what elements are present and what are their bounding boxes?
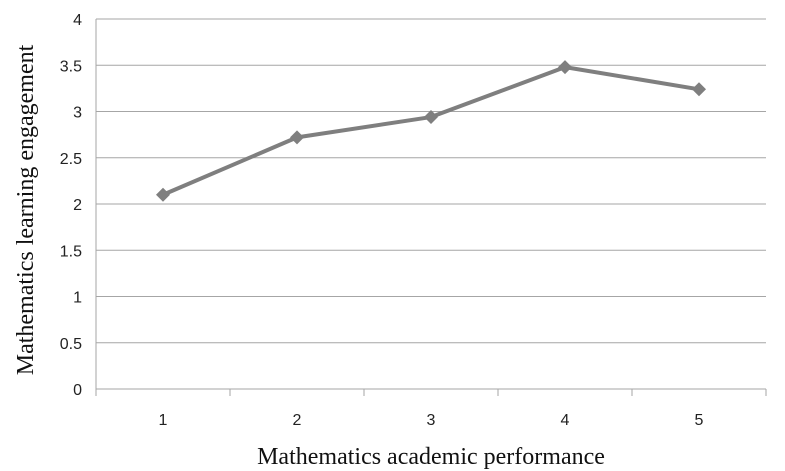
x-tick-labels: 1 2 3 4 5 [159, 412, 704, 429]
axes [95, 19, 766, 390]
data-point-marker [290, 130, 304, 145]
x-axis-title: Mathematics academic performance [257, 444, 605, 470]
series-line [162, 65, 700, 197]
y-tick-label: 3.5 [60, 58, 82, 75]
x-tick-label: 3 [427, 412, 436, 429]
data-point-marker [692, 82, 706, 97]
data-point-marker [424, 110, 438, 125]
y-tick-labels: 0 0.5 1 1.5 2 2.5 3 3.5 4 [60, 12, 82, 399]
y-tick-label: 0.5 [60, 336, 82, 353]
y-tick-label: 0 [73, 382, 82, 399]
y-tick-label: 2 [73, 197, 82, 214]
x-tick-label: 1 [159, 412, 168, 429]
y-tick-label: 4 [73, 12, 82, 29]
y-tick-label: 2.5 [60, 151, 82, 168]
x-tick-label: 4 [561, 412, 570, 429]
data-point-marker [558, 60, 572, 75]
x-tick-marks [95, 389, 767, 396]
y-axis-title: Mathematics learning engagement [13, 44, 39, 375]
y-tick-label: 1 [73, 290, 82, 307]
x-tick-label: 5 [695, 412, 704, 429]
data-point-marker [156, 187, 170, 202]
y-tick-label: 1.5 [60, 243, 82, 260]
y-tick-label: 3 [73, 105, 82, 122]
series-group [156, 60, 706, 202]
x-tick-label: 2 [293, 412, 302, 429]
